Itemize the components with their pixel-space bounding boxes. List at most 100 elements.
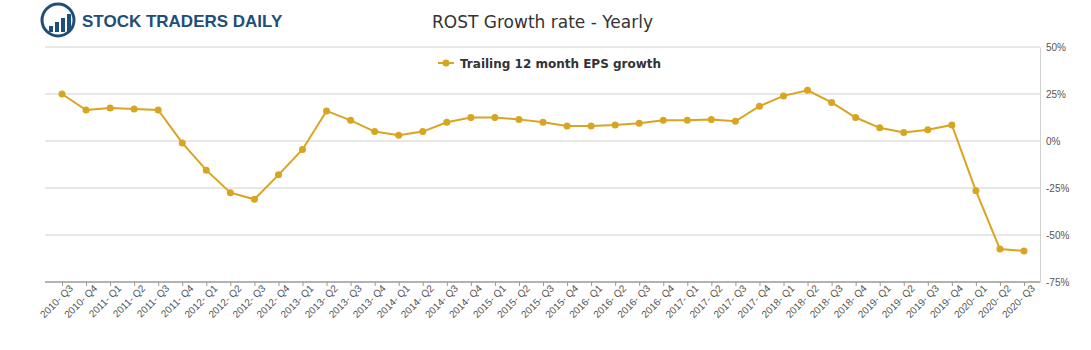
legend-marker: [443, 60, 450, 67]
x-tick-mark: [856, 282, 857, 286]
point: [131, 106, 138, 113]
logo: STOCK TRADERS DAILY: [42, 4, 283, 36]
x-axis-line: [45, 282, 1040, 283]
logo-bar: [55, 22, 59, 32]
point: [540, 119, 547, 126]
y-tick: -50%: [1040, 230, 1069, 241]
point: [515, 116, 522, 123]
title: ROST Growth rate - Yearly: [432, 12, 653, 32]
logo-bar: [67, 14, 71, 32]
point: [299, 146, 306, 153]
point: [83, 106, 90, 113]
point: [107, 105, 114, 112]
y-tick-label: -75%: [1046, 277, 1069, 288]
point: [708, 116, 715, 123]
x-tick-mark: [495, 282, 496, 286]
y-tick: -25%: [1040, 183, 1069, 194]
x-tick-mark: [134, 282, 135, 286]
point: [972, 187, 979, 194]
point: [564, 122, 571, 129]
x-tick-mark: [784, 282, 785, 286]
x-tick-mark: [278, 282, 279, 286]
point: [660, 117, 667, 124]
point: [59, 91, 66, 98]
point: [588, 122, 595, 129]
logo-icon: [42, 4, 74, 36]
logo-bar: [61, 18, 65, 32]
grid-line: [45, 47, 1040, 48]
point: [732, 118, 739, 125]
x-tick-mark: [158, 282, 159, 286]
point: [636, 120, 643, 127]
point: [203, 167, 210, 174]
x-tick-mark: [687, 282, 688, 286]
x-tick-mark: [1000, 282, 1001, 286]
x-tick-mark: [543, 282, 544, 286]
y-tick-label: 0%: [1046, 136, 1061, 147]
x-tick-mark: [759, 282, 760, 286]
x-tick-mark: [663, 282, 664, 286]
x-tick-mark: [832, 282, 833, 286]
x-tick-mark: [952, 282, 953, 286]
x-tick-mark: [928, 282, 929, 286]
point: [323, 107, 330, 114]
y-axis: -75% -50% -25% 0% 25% 50%: [1040, 42, 1069, 288]
y-axis-line: [1040, 48, 1041, 283]
grid-line: [45, 94, 1040, 95]
x-tick-mark: [182, 282, 183, 286]
point: [804, 87, 811, 94]
point: [371, 128, 378, 135]
point: [948, 122, 955, 129]
x-tick-mark: [423, 282, 424, 286]
y-tick-label: 25%: [1046, 89, 1066, 100]
grid-line: [45, 188, 1040, 189]
x-tick-mark: [230, 282, 231, 286]
point: [996, 246, 1003, 253]
x-tick-mark: [447, 282, 448, 286]
x-tick-mark: [591, 282, 592, 286]
x-tick-mark: [254, 282, 255, 286]
grid-line: [45, 141, 1040, 142]
y-tick-label: 50%: [1046, 42, 1066, 53]
legend: Trailing 12 month EPS growth: [438, 57, 661, 71]
point: [179, 139, 186, 146]
point: [395, 132, 402, 139]
point: [828, 99, 835, 106]
x-tick-mark: [976, 282, 977, 286]
x-tick-mark: [327, 282, 328, 286]
point: [684, 117, 691, 124]
x-tick-mark: [711, 282, 712, 286]
grid-line: [45, 235, 1040, 236]
y-tick: 25%: [1040, 89, 1066, 100]
grid: [45, 47, 1040, 282]
point: [227, 189, 234, 196]
x-tick-mark: [904, 282, 905, 286]
point: [756, 103, 763, 110]
legend-label: Trailing 12 month EPS growth: [460, 57, 661, 71]
x-tick: 2020- Q3: [1000, 282, 1038, 320]
x-tick-mark: [303, 282, 304, 286]
x-tick-label: 2020- Q3: [1000, 282, 1038, 320]
x-tick-mark: [615, 282, 616, 286]
x-tick-mark: [639, 282, 640, 286]
point: [900, 129, 907, 136]
x-tick-mark: [206, 282, 207, 286]
point: [924, 126, 931, 133]
y-tick: 50%: [1040, 42, 1066, 53]
chart: STOCK TRADERS DAILY ROST Growth rate - Ye…: [0, 0, 1091, 350]
point: [876, 124, 883, 131]
x-tick-mark: [351, 282, 352, 286]
logo-bar: [49, 26, 53, 32]
x-tick-mark: [567, 282, 568, 286]
point: [852, 114, 859, 121]
y-tick: 0%: [1040, 136, 1061, 147]
x-tick-mark: [399, 282, 400, 286]
x-axis: 2010- Q32010- Q42011- Q12011- Q22011- Q3…: [38, 282, 1040, 320]
x-tick-mark: [86, 282, 87, 286]
x-tick-mark: [519, 282, 520, 286]
point: [251, 196, 258, 203]
x-tick-mark: [808, 282, 809, 286]
y-tick-label: -50%: [1046, 230, 1069, 241]
point: [1021, 247, 1028, 254]
point: [347, 117, 354, 124]
